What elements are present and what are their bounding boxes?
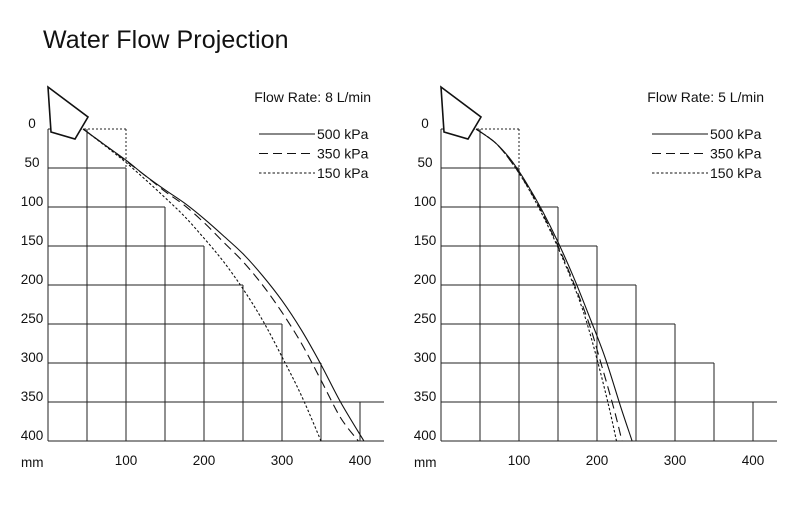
legend-label: 150 kPa	[710, 165, 762, 181]
y-tick-label: 350	[414, 389, 437, 404]
series-line-dashed	[475, 128, 623, 442]
series-line-dashed	[82, 128, 359, 442]
y-tick-label: 200	[414, 272, 437, 287]
y-tick-label: 100	[414, 194, 437, 209]
legend-label: 500 kPa	[710, 126, 762, 142]
y-tick-label: 150	[414, 233, 437, 248]
y-tick-label: 200	[21, 272, 44, 287]
y-tick-label: 150	[21, 233, 44, 248]
series-line-dotted	[475, 128, 618, 442]
nozzle-icon	[47, 85, 90, 140]
y-tick-label: 0	[421, 116, 429, 131]
y-tick-label: 400	[414, 428, 437, 443]
y-tick-label: 400	[21, 428, 44, 443]
x-tick-label: 200	[193, 453, 216, 468]
x-tick-label: 200	[586, 453, 609, 468]
y-tick-label: 250	[414, 311, 437, 326]
flow-rate-label: Flow Rate: 5 L/min	[647, 89, 764, 105]
legend-label: 150 kPa	[317, 165, 369, 181]
x-tick-label: 100	[508, 453, 531, 468]
legend-label: 500 kPa	[317, 126, 369, 142]
y-tick-label: 300	[21, 350, 44, 365]
series-line-solid	[475, 128, 633, 442]
y-tick-label: 350	[21, 389, 44, 404]
y-tick-label: 50	[417, 155, 432, 170]
x-tick-label: 400	[349, 453, 372, 468]
x-tick-label: 300	[271, 453, 294, 468]
flow-chart-5lpm: 0 50 100 150 200 250 300 350 400 100 200 300 400 mm Fl…	[414, 85, 777, 470]
y-tick-label: 100	[21, 194, 44, 209]
flow-chart-8lpm: 0 50 100 150 200 250 300 350 400 100 200 300 400 mm Fl…	[21, 85, 384, 470]
x-tick-label: 300	[664, 453, 687, 468]
x-tick-label: 100	[115, 453, 138, 468]
x-tick-label: 400	[742, 453, 765, 468]
y-tick-label: 300	[414, 350, 437, 365]
nozzle-icon	[440, 85, 483, 140]
flow-rate-label: Flow Rate: 8 L/min	[254, 89, 371, 105]
legend-label: 350 kPa	[317, 146, 369, 162]
axis-unit-label: mm	[21, 455, 44, 470]
legend-label: 350 kPa	[710, 146, 762, 162]
series-line-dotted	[82, 128, 322, 442]
y-tick-label: 0	[28, 116, 36, 131]
page-title: Water Flow Projection	[43, 26, 289, 54]
y-tick-label: 50	[24, 155, 39, 170]
y-tick-label: 250	[21, 311, 44, 326]
axis-unit-label: mm	[414, 455, 437, 470]
